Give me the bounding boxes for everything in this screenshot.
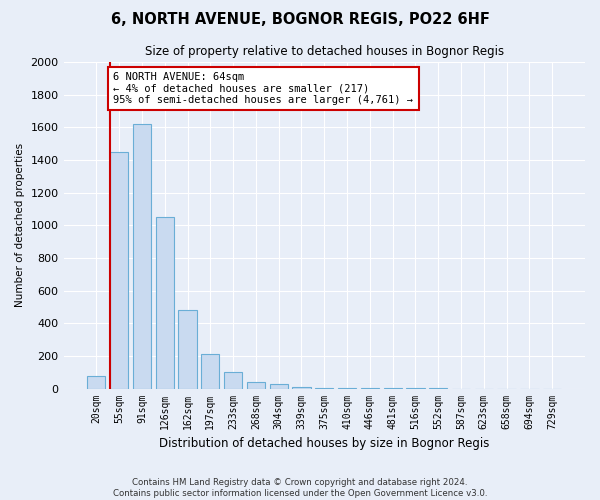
- Bar: [87, 376, 106, 388]
- Bar: [133, 124, 151, 388]
- Bar: [201, 354, 220, 388]
- Bar: [269, 384, 288, 388]
- Text: 6, NORTH AVENUE, BOGNOR REGIS, PO22 6HF: 6, NORTH AVENUE, BOGNOR REGIS, PO22 6HF: [110, 12, 490, 28]
- Bar: [247, 382, 265, 388]
- X-axis label: Distribution of detached houses by size in Bognor Regis: Distribution of detached houses by size …: [159, 437, 490, 450]
- Bar: [155, 217, 174, 388]
- Bar: [110, 152, 128, 388]
- Bar: [224, 372, 242, 388]
- Text: Contains HM Land Registry data © Crown copyright and database right 2024.
Contai: Contains HM Land Registry data © Crown c…: [113, 478, 487, 498]
- Bar: [292, 386, 311, 388]
- Y-axis label: Number of detached properties: Number of detached properties: [15, 143, 25, 308]
- Title: Size of property relative to detached houses in Bognor Regis: Size of property relative to detached ho…: [145, 45, 504, 58]
- Bar: [178, 310, 197, 388]
- Text: 6 NORTH AVENUE: 64sqm
← 4% of detached houses are smaller (217)
95% of semi-deta: 6 NORTH AVENUE: 64sqm ← 4% of detached h…: [113, 72, 413, 105]
